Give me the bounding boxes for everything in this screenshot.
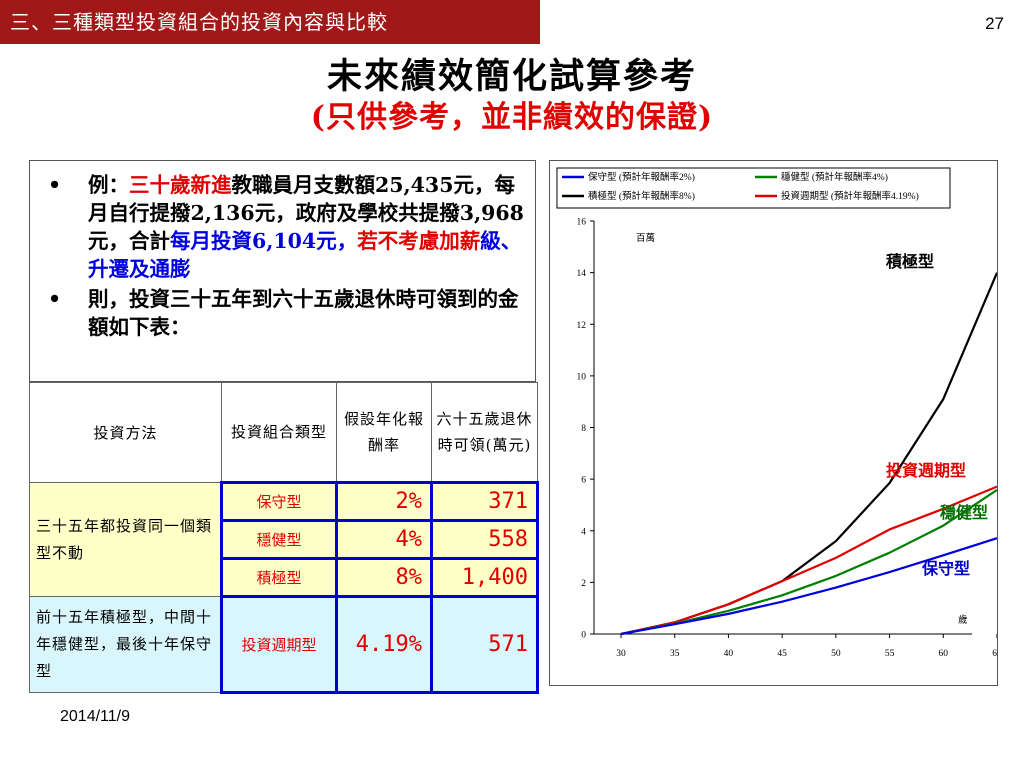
example-caveat-2: 級、升遷及通膨 xyxy=(88,229,522,281)
chart-panel: 保守型 (預計年報酬率2%) 穩健型 (預計年報酬率4%) 積極型 (預計年報酬率8… xyxy=(549,160,998,686)
y-axis-unit: 百萬 xyxy=(636,232,655,244)
example-highlight: 三十歲新進 xyxy=(129,173,232,197)
y-tick-label: 16 xyxy=(577,218,587,228)
x-tick-label: 45 xyxy=(777,649,787,659)
x-tick-label: 40 xyxy=(724,649,734,659)
page-number: 27 xyxy=(985,14,1004,33)
bullet-dot: • xyxy=(48,173,62,197)
series-annotation: 積極型 xyxy=(885,252,934,271)
table-header-row: 投資方法 投資組合類型 假設年化報酬率 六十五歲退休時可領(萬元) xyxy=(29,382,538,483)
y-tick-label: 4 xyxy=(581,527,586,537)
x-tick-label: 55 xyxy=(885,649,895,659)
bullet-example-text: 例：三十歲新進教職員月支數額25,435元，每月自行提撥2,136元，政府及學校… xyxy=(88,171,525,283)
rate-lifecycle: 4.19% xyxy=(335,595,433,694)
comparison-table: 投資方法 投資組合類型 假設年化報酬率 六十五歲退休時可領(萬元) 三十五年都投… xyxy=(29,382,539,694)
amount-aggressive: 1,400 xyxy=(430,557,539,598)
legend-label: 積極型 (預計年報酬率8%) xyxy=(588,190,695,202)
bullet-result: • 則，投資三十五年到六十五歲退休時可領到的金額如下表： xyxy=(48,285,525,341)
header-method: 投資方法 xyxy=(29,382,222,483)
x-axis-unit: 歲 xyxy=(958,614,968,626)
footer-date: 2014/11/9 xyxy=(60,708,130,725)
example-body: 教職員月支數額25,435元，每月自行提撥2,136元，政府及學校共提撥3,96… xyxy=(88,173,524,253)
example-monthly-total: 每月投資6,104元， xyxy=(170,229,358,253)
rate-balanced: 4% xyxy=(335,519,433,560)
x-tick-label: 65 xyxy=(992,649,997,659)
section-tag: 三、三種類型投資組合的投資內容與比較 xyxy=(0,0,540,44)
header-amount: 六十五歲退休時可領(萬元) xyxy=(431,382,538,483)
series-annotation: 投資週期型 xyxy=(886,461,966,480)
type-aggressive: 積極型 xyxy=(220,557,338,598)
x-tick-label: 60 xyxy=(939,649,949,659)
type-balanced: 穩健型 xyxy=(220,519,338,560)
legend-box xyxy=(556,167,951,209)
legend-label: 投資週期型 (預計年報酬率4.19%) xyxy=(781,190,919,202)
y-tick-label: 8 xyxy=(581,424,586,434)
y-tick-label: 0 xyxy=(581,631,586,641)
method-lifecycle: 前十五年積極型，中間十年穩健型，最後十年保守型 xyxy=(29,596,222,693)
y-tick-label: 2 xyxy=(581,579,586,589)
legend-label: 保守型 (預計年報酬率2%) xyxy=(588,171,695,183)
table-row: 積極型 8% 1,400 xyxy=(30,557,539,598)
bullet-result-text: 則，投資三十五年到六十五歲退休時可領到的金額如下表： xyxy=(88,287,519,339)
series-line xyxy=(620,272,997,636)
series-line xyxy=(620,485,997,636)
legend-label: 穩健型 (預計年報酬率4%) xyxy=(781,171,888,183)
bullet-example: • 例：三十歲新進教職員月支數額25,435元，每月自行提撥2,136元，政府及… xyxy=(48,171,525,283)
series-line xyxy=(620,537,997,636)
amount-conservative: 371 xyxy=(430,481,539,522)
header-type: 投資組合類型 xyxy=(221,382,337,483)
x-tick-label: 30 xyxy=(616,649,626,659)
y-tick-label: 12 xyxy=(577,321,587,331)
type-lifecycle: 投資週期型 xyxy=(220,595,338,694)
page-title: 未來績效簡化試算參考 xyxy=(326,56,697,97)
bullet-dot: • xyxy=(48,287,62,311)
series-annotation: 保守型 xyxy=(921,559,970,578)
growth-line-chart: 保守型 (預計年報酬率2%) 穩健型 (預計年報酬率4%) 積極型 (預計年報酬率8… xyxy=(556,167,997,659)
type-conservative: 保守型 xyxy=(220,481,338,522)
page-subtitle: (只供參考，並非績效的保證) xyxy=(310,100,714,135)
method-same-type: 三十五年都投資同一個類型不動 xyxy=(29,482,222,597)
intro-text-box: • 例：三十歲新進教職員月支數額25,435元，每月自行提撥2,136元，政府及… xyxy=(29,160,536,382)
y-tick-label: 6 xyxy=(581,476,586,486)
rate-conservative: 2% xyxy=(335,481,433,522)
amount-balanced: 558 xyxy=(430,519,539,560)
example-caveat: 若不考慮加薪 xyxy=(357,229,481,253)
rate-aggressive: 8% xyxy=(335,557,433,598)
example-prefix: 例： xyxy=(88,173,129,197)
header-rate: 假設年化報酬率 xyxy=(336,382,432,483)
table-row: 三十五年都投資同一個類型不動 保守型 2% 371 xyxy=(29,481,539,597)
x-tick-label: 35 xyxy=(670,649,680,659)
x-tick-label: 50 xyxy=(831,649,841,659)
series-annotation: 穩健型 xyxy=(940,503,988,522)
table-row: 前十五年積極型，中間十年穩健型，最後十年保守型 投資週期型 4.19% 571 xyxy=(29,595,539,694)
amount-lifecycle: 571 xyxy=(430,595,539,694)
y-tick-label: 10 xyxy=(577,372,587,382)
y-tick-label: 14 xyxy=(577,269,587,279)
table-row: 穩健型 4% 558 xyxy=(30,519,539,560)
